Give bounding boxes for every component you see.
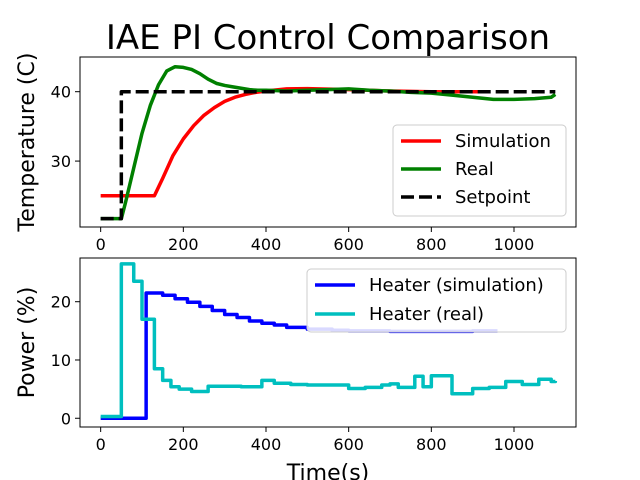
x-tick-label: 600 bbox=[333, 235, 364, 254]
plot-frame bbox=[79, 257, 577, 428]
legend: Heater (simulation) Heater (real) bbox=[306, 268, 567, 333]
x-tick-label: 600 bbox=[333, 435, 364, 454]
y-tick-label: 20 bbox=[51, 293, 71, 312]
x-tick-label: 1000 bbox=[494, 235, 535, 254]
plot-frame bbox=[79, 56, 577, 228]
legend-label: Heater (real) bbox=[369, 304, 484, 325]
series-line-setpoint bbox=[100, 89, 556, 221]
temperature-panel: 0 200 400 600 800 1000 30 40 Temperature (C) Simu… bbox=[15, 53, 577, 254]
x-tick-label: 400 bbox=[251, 435, 282, 454]
y-axis-label: Power (%) bbox=[15, 287, 40, 399]
y-tick-label: 40 bbox=[51, 83, 71, 102]
x-tick-label: 200 bbox=[168, 435, 199, 454]
x-tick-label: 400 bbox=[251, 235, 282, 254]
x-tick-label: 800 bbox=[416, 235, 447, 254]
x-axis-label: Time(s) bbox=[286, 461, 369, 480]
chart-title: IAE PI Control Comparison bbox=[106, 18, 550, 58]
power-panel: 0 200 400 600 800 1000 0 10 20 Power (%) Time(s) He… bbox=[15, 257, 577, 480]
legend: Simulation Real Setpoint bbox=[392, 124, 567, 217]
x-tick-label: 1000 bbox=[494, 435, 535, 454]
legend-label: Simulation bbox=[455, 131, 551, 152]
x-tick-label: 200 bbox=[168, 235, 199, 254]
x-tick-label: 0 bbox=[96, 235, 106, 254]
legend-label: Heater (simulation) bbox=[369, 275, 544, 296]
legend-label: Real bbox=[455, 159, 494, 180]
x-tick-label: 800 bbox=[416, 435, 447, 454]
y-tick-label: 30 bbox=[51, 152, 71, 171]
y-tick-label: 0 bbox=[61, 409, 71, 428]
y-tick-label: 10 bbox=[51, 351, 71, 370]
series-line-heater-real bbox=[100, 262, 558, 419]
x-tick-label: 0 bbox=[96, 435, 106, 454]
y-axis-label: Temperature (C) bbox=[15, 53, 40, 233]
legend-label: Setpoint bbox=[455, 187, 530, 208]
